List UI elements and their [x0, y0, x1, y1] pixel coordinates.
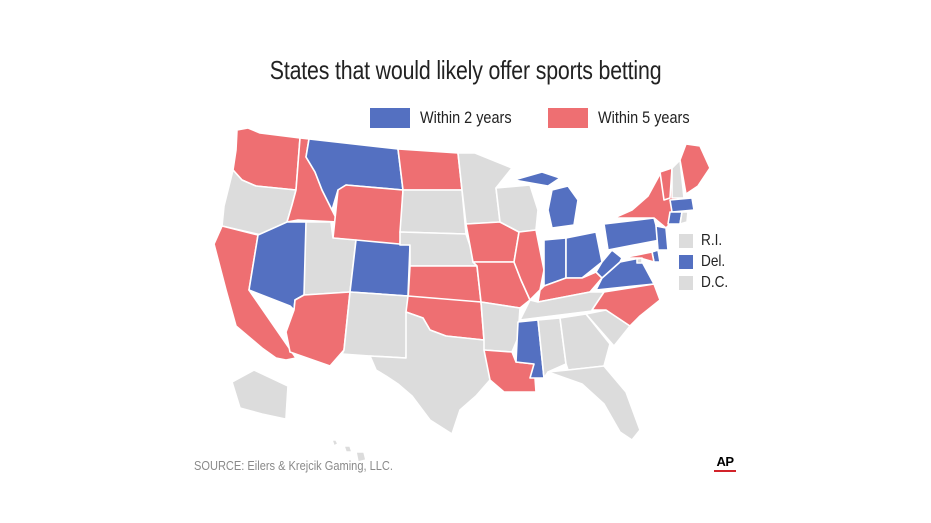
legend-swatch-within-2-years	[370, 108, 410, 128]
small-state-ri: R.I.	[679, 232, 726, 250]
state-nj	[655, 225, 669, 251]
small-label-dc: D.C.	[701, 274, 729, 291]
legend-label-within-5-years: Within 5 years	[598, 108, 690, 127]
state-nd	[397, 148, 463, 191]
legend-label-within-2-years: Within 2 years	[420, 108, 512, 127]
state-fl	[547, 365, 641, 441]
small-swatch-dc	[679, 276, 693, 290]
state-mi	[513, 171, 579, 229]
state-sd	[399, 189, 467, 235]
small-label-ri: R.I.	[701, 232, 723, 249]
state-co	[349, 239, 411, 297]
state-me	[679, 143, 711, 195]
state-az	[285, 291, 351, 367]
ap-logo-text: AP	[716, 454, 734, 469]
state-ri	[679, 211, 689, 225]
state-wy	[332, 184, 404, 246]
state-hi	[331, 439, 367, 463]
small-swatch-ri	[679, 234, 693, 248]
state-md	[621, 251, 655, 263]
state-va	[595, 257, 655, 291]
state-al	[537, 317, 567, 379]
legend-swatch-within-5-years	[548, 108, 588, 128]
state-ak	[231, 369, 309, 429]
state-pa	[603, 217, 661, 251]
small-state-del: Del.	[679, 253, 729, 271]
state-dc	[636, 257, 643, 264]
map-title: States that would likely offer sports be…	[269, 55, 662, 85]
ap-logo: AP	[712, 455, 738, 472]
state-tx	[369, 311, 491, 435]
ap-logo-bar	[714, 470, 736, 472]
legend-item-within-2-years: Within 2 years	[370, 107, 528, 129]
state-oh	[565, 231, 603, 279]
small-swatch-del	[679, 255, 693, 269]
state-ne	[399, 231, 478, 267]
state-vt	[659, 167, 673, 201]
legend-item-within-5-years: Within 5 years	[548, 107, 706, 129]
small-state-dc: D.C.	[679, 274, 733, 292]
state-ma	[669, 197, 695, 213]
state-nm	[341, 291, 409, 359]
state-nc	[591, 283, 661, 327]
small-label-del: Del.	[701, 253, 726, 270]
state-ar	[480, 301, 521, 353]
state-il	[513, 229, 545, 301]
source-note: SOURCE: Eilers & Krejcik Gaming, LLC.	[194, 458, 393, 473]
